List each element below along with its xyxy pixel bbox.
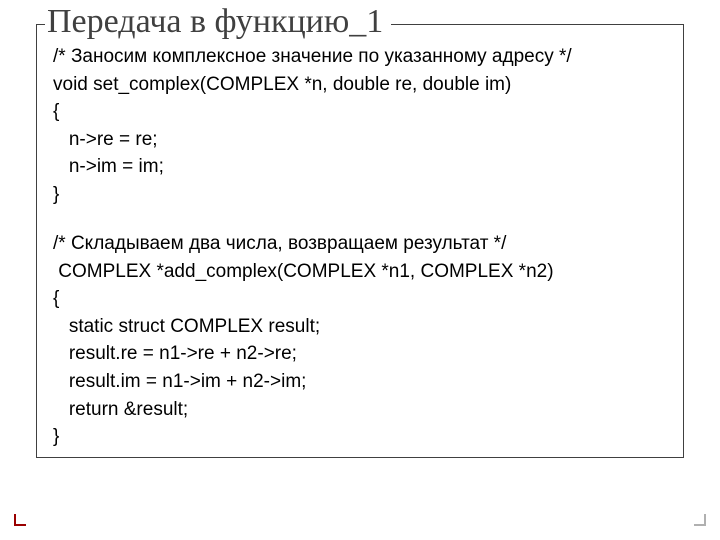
code-line: result.im = n1->im + n2->im;	[53, 368, 667, 396]
code-line: /* Складываем два числа, возвращаем резу…	[53, 230, 667, 258]
title-box: Передача в функцию_1 /* Заносим комплекс…	[36, 24, 684, 458]
code-line: {	[53, 285, 667, 313]
code-line: /* Заносим комплексное значение по указа…	[53, 43, 667, 71]
code-line: n->re = re;	[53, 126, 667, 154]
spacer	[53, 208, 667, 230]
code-line: result.re = n1->re + n2->re;	[53, 340, 667, 368]
corner-decoration-br	[694, 514, 706, 526]
slide-title: Передача в функцию_1	[45, 3, 391, 41]
code-line: static struct COMPLEX result;	[53, 313, 667, 341]
code-line: {	[53, 98, 667, 126]
code-line: }	[53, 423, 667, 451]
code-line: COMPLEX *add_complex(COMPLEX *n1, COMPLE…	[53, 258, 667, 286]
slide: Передача в функцию_1 /* Заносим комплекс…	[0, 0, 720, 540]
slide-content: /* Заносим комплексное значение по указа…	[49, 43, 671, 451]
code-line: return &result;	[53, 396, 667, 424]
code-line: }	[53, 181, 667, 209]
code-line: n->im = im;	[53, 153, 667, 181]
corner-decoration-bl	[14, 514, 26, 526]
code-line: void set_complex(COMPLEX *n, double re, …	[53, 71, 667, 99]
